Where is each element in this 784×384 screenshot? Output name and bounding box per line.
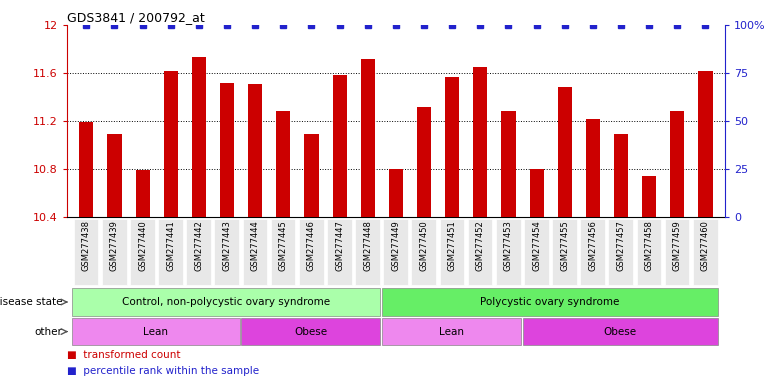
Text: GSM277457: GSM277457 (616, 220, 626, 271)
FancyBboxPatch shape (74, 219, 99, 285)
Text: Obese: Obese (294, 326, 328, 337)
Bar (502, 111, 516, 217)
FancyBboxPatch shape (187, 219, 211, 285)
Bar (474, 67, 488, 217)
Text: GSM277459: GSM277459 (673, 220, 682, 271)
Text: ■  transformed count: ■ transformed count (67, 350, 180, 360)
Bar (614, 134, 628, 217)
Bar (361, 59, 375, 217)
Text: GDS3841 / 200792_at: GDS3841 / 200792_at (67, 11, 205, 24)
Text: GSM277460: GSM277460 (701, 220, 710, 271)
FancyBboxPatch shape (440, 219, 464, 285)
Bar (417, 107, 431, 217)
Text: GSM277440: GSM277440 (138, 220, 147, 271)
Bar (670, 111, 684, 217)
Bar (445, 76, 459, 217)
Bar (249, 84, 262, 217)
Text: GSM277446: GSM277446 (307, 220, 316, 271)
FancyBboxPatch shape (412, 219, 436, 285)
Text: GSM277443: GSM277443 (223, 220, 231, 271)
Bar (136, 170, 150, 217)
Bar (107, 134, 122, 217)
Text: GSM277449: GSM277449 (391, 220, 401, 271)
Bar (220, 83, 234, 217)
Text: Control, non-polycystic ovary syndrome: Control, non-polycystic ovary syndrome (122, 297, 330, 307)
Text: GSM277448: GSM277448 (363, 220, 372, 271)
Text: GSM277456: GSM277456 (589, 220, 597, 271)
FancyBboxPatch shape (299, 219, 324, 285)
FancyBboxPatch shape (693, 219, 717, 285)
FancyBboxPatch shape (382, 318, 521, 346)
Bar (557, 88, 572, 217)
Bar (192, 57, 206, 217)
Text: GSM277455: GSM277455 (561, 220, 569, 271)
FancyBboxPatch shape (72, 288, 380, 316)
Text: GSM277438: GSM277438 (82, 220, 91, 271)
Bar (164, 71, 178, 217)
FancyBboxPatch shape (523, 318, 718, 346)
Text: GSM277453: GSM277453 (504, 220, 513, 271)
Text: Polycystic ovary syndrome: Polycystic ovary syndrome (481, 297, 619, 307)
FancyBboxPatch shape (355, 219, 380, 285)
Bar (389, 169, 403, 217)
Bar (642, 176, 656, 217)
Text: GSM277447: GSM277447 (335, 220, 344, 271)
FancyBboxPatch shape (102, 219, 126, 285)
Text: GSM277451: GSM277451 (448, 220, 457, 271)
FancyBboxPatch shape (665, 219, 689, 285)
Text: other: other (34, 326, 63, 337)
Text: Lean: Lean (439, 326, 464, 337)
Bar (530, 169, 543, 217)
FancyBboxPatch shape (580, 219, 605, 285)
FancyBboxPatch shape (637, 219, 662, 285)
Text: GSM277454: GSM277454 (532, 220, 541, 271)
FancyBboxPatch shape (72, 318, 240, 346)
Bar (79, 122, 93, 217)
Text: disease state: disease state (0, 297, 63, 307)
FancyBboxPatch shape (382, 288, 718, 316)
Bar (276, 111, 290, 217)
FancyBboxPatch shape (158, 219, 183, 285)
Bar (304, 134, 318, 217)
FancyBboxPatch shape (242, 219, 267, 285)
FancyBboxPatch shape (495, 219, 521, 285)
FancyBboxPatch shape (383, 219, 408, 285)
Bar (699, 71, 713, 217)
Text: GSM277442: GSM277442 (194, 220, 203, 271)
Bar (586, 119, 600, 217)
Text: GSM277452: GSM277452 (476, 220, 485, 271)
FancyBboxPatch shape (552, 219, 577, 285)
Text: GSM277445: GSM277445 (279, 220, 288, 271)
Text: Lean: Lean (143, 326, 169, 337)
FancyBboxPatch shape (130, 219, 154, 285)
Text: ■  percentile rank within the sample: ■ percentile rank within the sample (67, 366, 259, 376)
Text: GSM277439: GSM277439 (110, 220, 119, 271)
Text: Obese: Obese (604, 326, 637, 337)
Text: GSM277458: GSM277458 (644, 220, 654, 271)
Text: GSM277441: GSM277441 (166, 220, 176, 271)
FancyBboxPatch shape (327, 219, 352, 285)
Text: GSM277444: GSM277444 (251, 220, 260, 271)
FancyBboxPatch shape (241, 318, 380, 346)
FancyBboxPatch shape (270, 219, 296, 285)
FancyBboxPatch shape (524, 219, 549, 285)
Bar (332, 75, 347, 217)
FancyBboxPatch shape (608, 219, 633, 285)
FancyBboxPatch shape (214, 219, 239, 285)
FancyBboxPatch shape (468, 219, 492, 285)
Text: GSM277450: GSM277450 (419, 220, 429, 271)
